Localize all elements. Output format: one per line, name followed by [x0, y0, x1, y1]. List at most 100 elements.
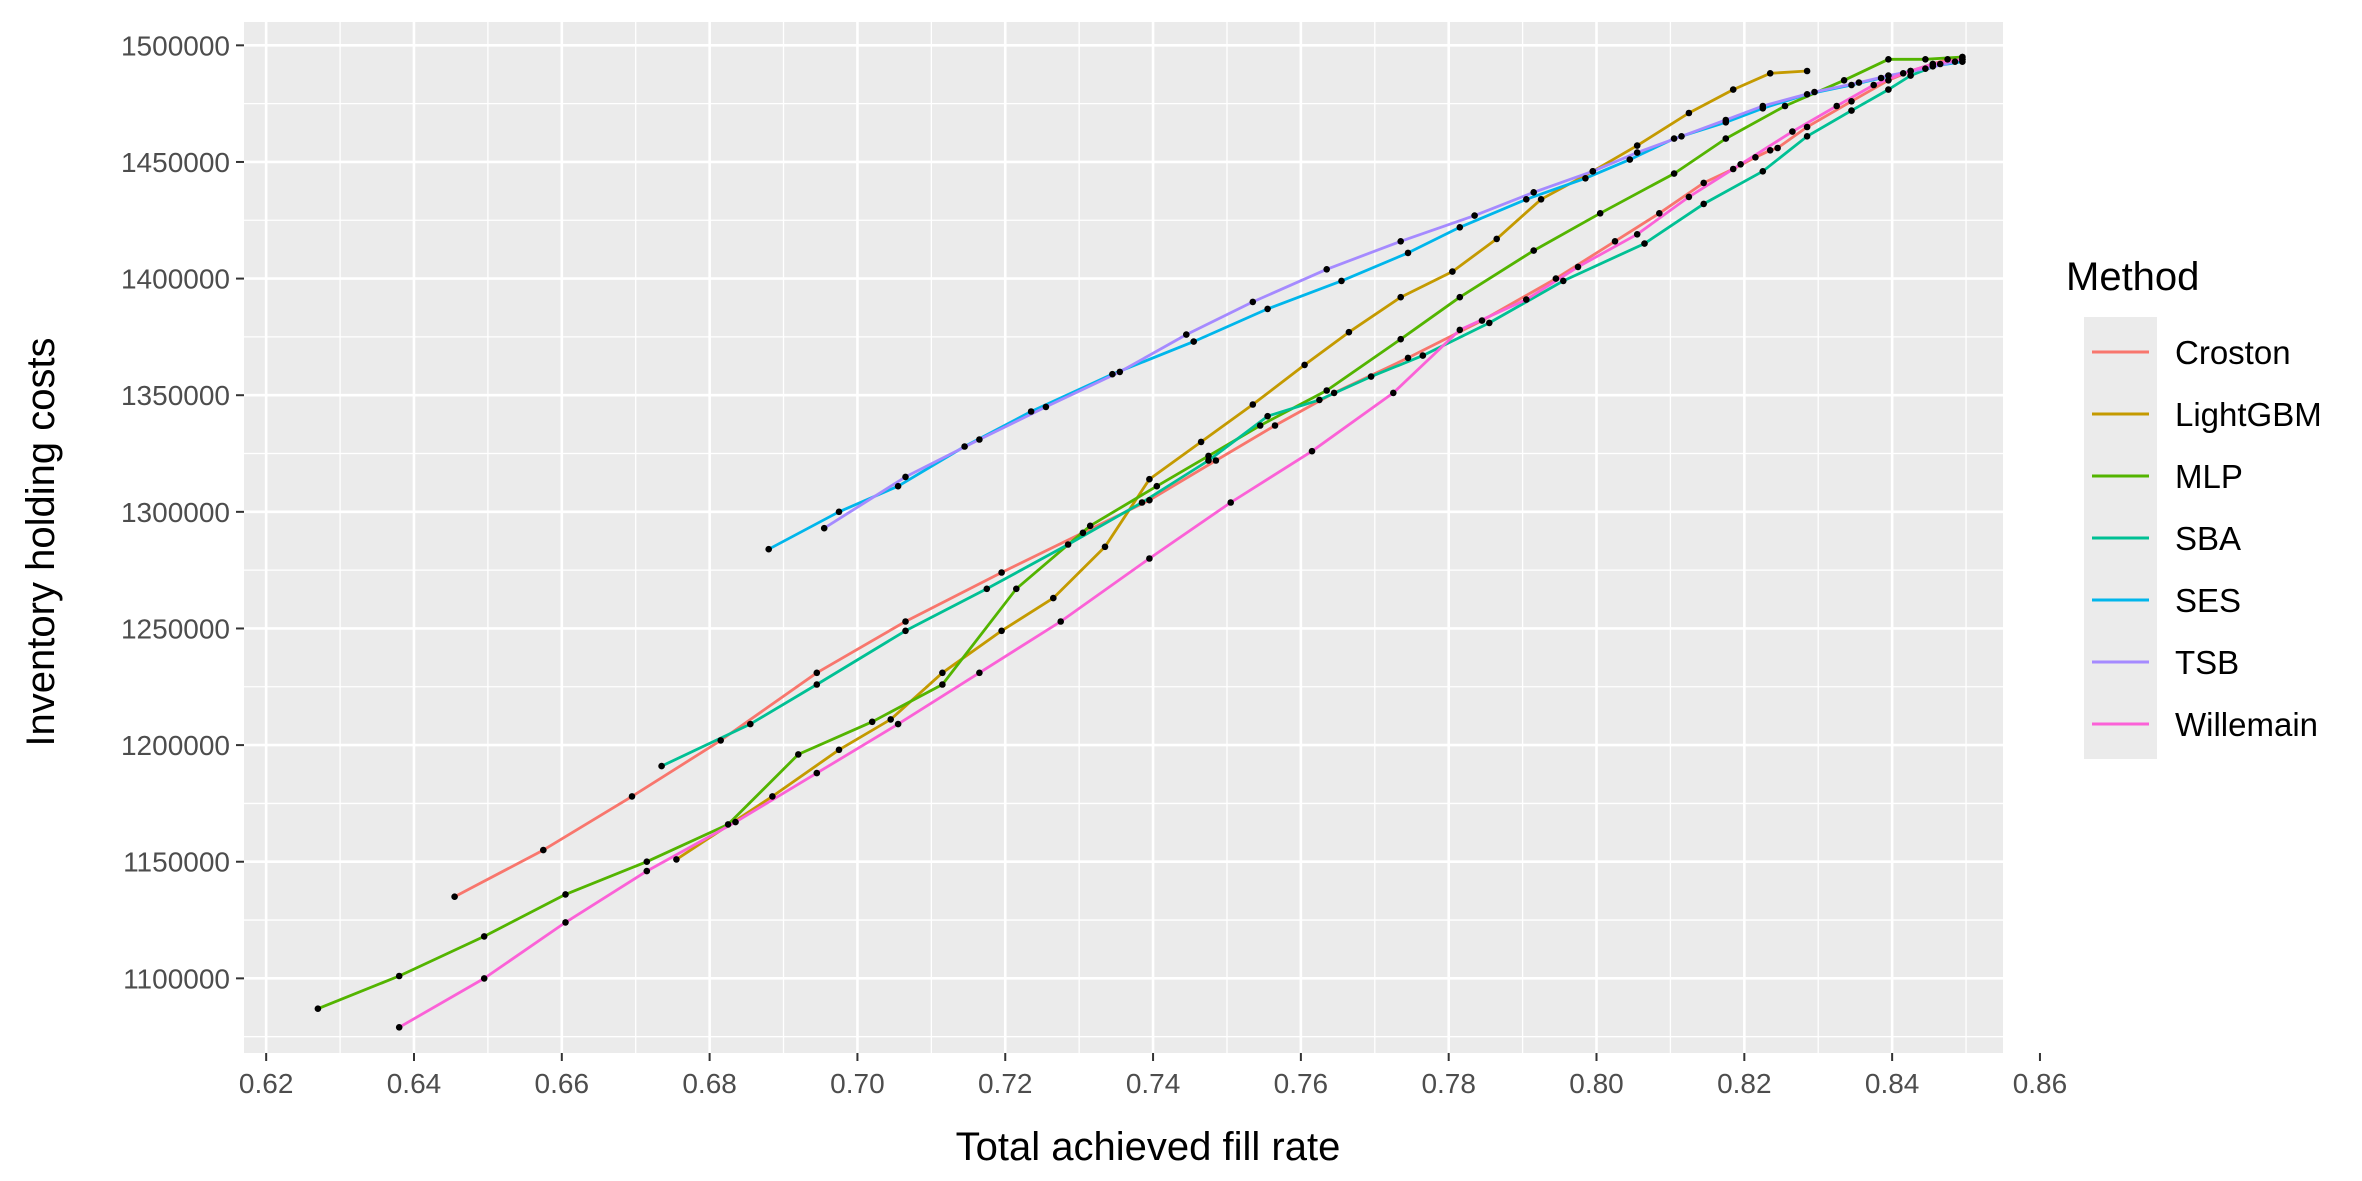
data-point-willemain [1146, 555, 1153, 562]
data-point-willemain [1959, 56, 1966, 63]
x-tick-label: 0.62 [239, 1068, 294, 1099]
data-point-tsb [1042, 403, 1050, 411]
data-point-mlp [1596, 210, 1604, 217]
y-tick-label: 1350000 [121, 380, 230, 411]
data-point-croston [1330, 389, 1338, 397]
x-axis-title: Total achieved fill rate [956, 1125, 1341, 1169]
data-point-croston [1803, 123, 1811, 131]
x-tick-label: 0.68 [682, 1068, 737, 1099]
data-point-mlp [1456, 293, 1464, 301]
data-point-willemain [1523, 296, 1530, 303]
y-tick-label: 1450000 [121, 147, 230, 178]
data-point-ses [1626, 156, 1634, 163]
data-point-ses [765, 545, 772, 553]
data-point-croston [1766, 147, 1774, 154]
data-point-croston [1212, 457, 1220, 464]
data-point-croston [1404, 354, 1412, 362]
data-point-ses [1338, 277, 1345, 285]
data-point-croston [1656, 210, 1663, 217]
data-point-croston [1848, 98, 1855, 105]
data-point-willemain [562, 919, 569, 926]
data-point-willemain [976, 669, 983, 677]
data-point-ses [1264, 305, 1271, 313]
y-tick-label: 1250000 [121, 613, 230, 644]
data-point-ses [1523, 196, 1530, 203]
data-point-mlp [1013, 585, 1020, 593]
x-tick-label: 0.84 [1865, 1068, 1920, 1099]
data-point-lightgbm [1685, 109, 1693, 117]
data-point-ses [835, 508, 843, 516]
data-point-lightgbm [835, 746, 843, 754]
data-point-croston [451, 893, 458, 900]
data-point-ses [1404, 249, 1412, 257]
data-point-lightgbm [887, 716, 894, 723]
data-point-tsb [1885, 72, 1892, 79]
series-points [314, 53, 1966, 1031]
data-point-ses [1109, 370, 1116, 378]
y-tick-label: 1200000 [121, 730, 230, 761]
legend-items: Croston LightGBM MLP SBA SES TSB Willemain [2084, 317, 2322, 759]
x-tick-label: 0.66 [535, 1068, 590, 1099]
data-point-willemain [1737, 161, 1744, 168]
data-point-lightgbm [939, 669, 946, 677]
data-point-mlp [1922, 56, 1929, 63]
data-point-willemain [1870, 81, 1877, 89]
legend-label-ses: SES [2175, 582, 2241, 619]
data-point-croston [1478, 317, 1486, 324]
legend-label-sba: SBA [2175, 520, 2241, 557]
data-point-willemain [1057, 618, 1064, 625]
data-point-mlp [1323, 387, 1330, 394]
data-point-lightgbm [1449, 268, 1456, 275]
data-point-lightgbm [673, 856, 680, 863]
data-point-tsb [1722, 116, 1730, 124]
x-tick-label: 0.70 [830, 1068, 885, 1099]
data-point-ses [1190, 338, 1197, 345]
data-point-mlp [562, 891, 569, 898]
data-point-croston [628, 793, 636, 800]
data-point-sba [1759, 168, 1767, 175]
data-point-tsb [1589, 168, 1597, 175]
data-point-sba [1264, 412, 1271, 420]
y-tick-label: 1300000 [121, 497, 230, 528]
x-tick-label: 0.86 [2013, 1068, 2068, 1099]
y-tick-label: 1150000 [123, 847, 230, 878]
data-point-croston [540, 846, 547, 854]
y-axis-title: Inventory holding costs [19, 337, 63, 746]
data-point-tsb [1759, 102, 1767, 110]
data-point-willemain [395, 1024, 403, 1031]
data-point-ses [1027, 408, 1035, 415]
data-point-mlp [643, 858, 651, 865]
data-point-lightgbm [1249, 401, 1257, 408]
data-point-croston [1611, 238, 1619, 245]
data-point-willemain [732, 818, 739, 826]
data-point-ses [1877, 74, 1885, 82]
data-point-ses [1670, 135, 1678, 142]
x-tick-label: 0.74 [1126, 1068, 1181, 1099]
data-point-willemain [1308, 447, 1316, 455]
data-point-croston [717, 737, 724, 744]
data-point-willemain [894, 720, 902, 728]
data-point-tsb [1397, 238, 1404, 245]
data-point-willemain [1227, 499, 1234, 506]
data-point-tsb [1678, 133, 1685, 140]
legend-label-tsb: TSB [2175, 644, 2239, 681]
data-point-mlp [1153, 482, 1161, 490]
data-point-sba [1848, 107, 1855, 114]
data-point-willemain [1833, 102, 1840, 110]
data-point-lightgbm [1537, 196, 1545, 203]
data-point-tsb [1116, 368, 1124, 376]
data-point-willemain [1899, 70, 1907, 77]
data-point-sba [1064, 541, 1072, 548]
data-point-croston [1552, 275, 1560, 282]
y-tick-label: 1400000 [121, 264, 230, 295]
data-point-croston [1944, 56, 1951, 63]
data-point-willemain [643, 867, 651, 875]
data-point-croston [1752, 154, 1759, 161]
data-point-ses [1848, 81, 1855, 89]
data-point-sba [1803, 133, 1811, 140]
data-point-sba [983, 585, 991, 593]
plot-panel [244, 22, 2003, 1053]
data-point-croston [813, 669, 821, 677]
data-point-sba [1367, 373, 1375, 380]
